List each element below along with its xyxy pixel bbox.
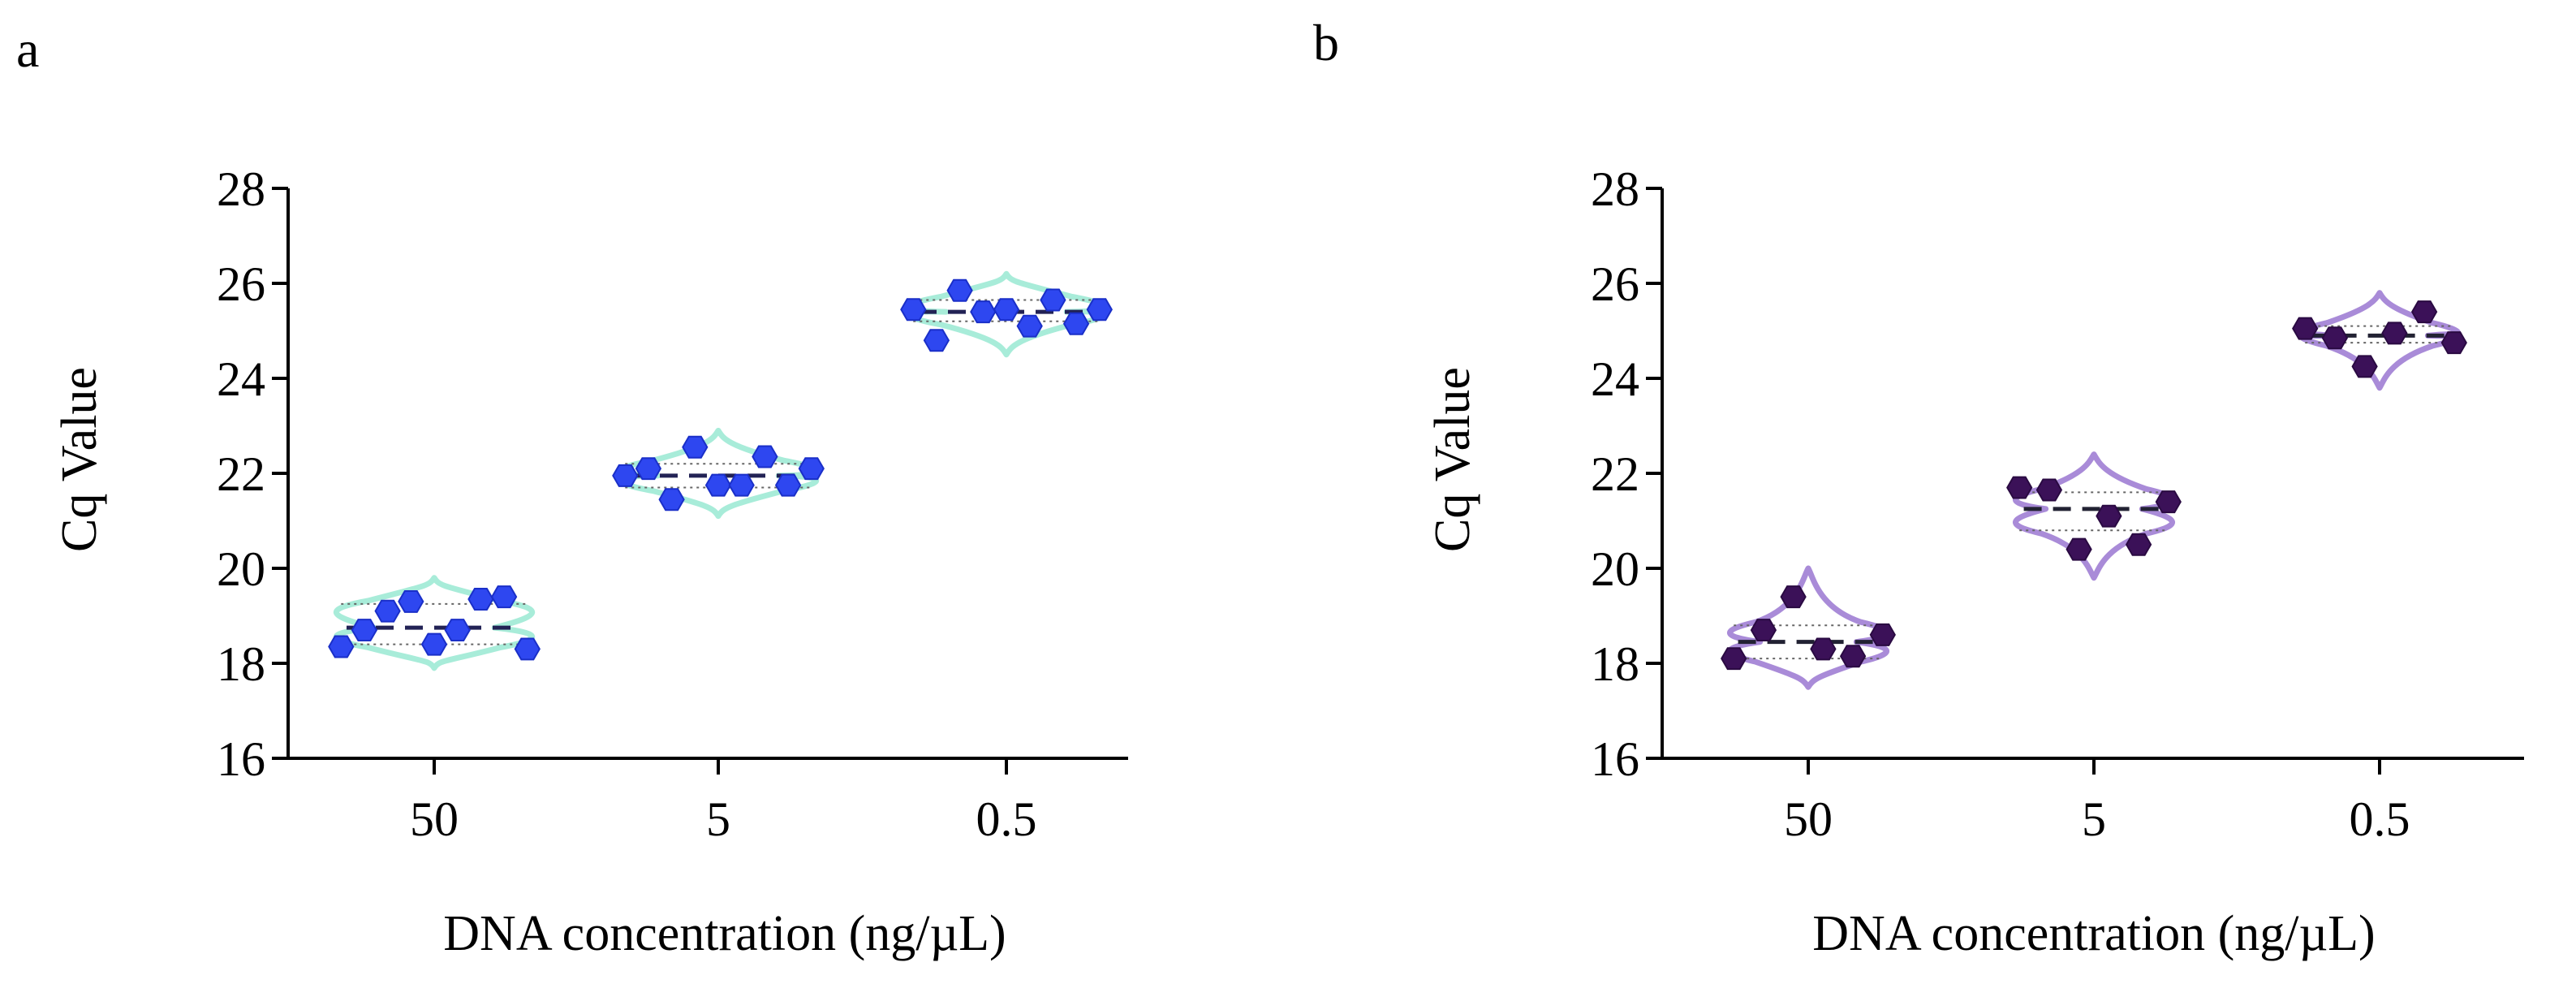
data-point <box>1721 647 1747 671</box>
x-tick-label: 5 <box>706 792 730 846</box>
data-point <box>2096 504 2122 528</box>
y-tick-label: 20 <box>1591 542 1639 596</box>
data-point <box>612 464 639 487</box>
data-point <box>752 445 778 468</box>
data-point <box>704 473 732 497</box>
data-point <box>2006 476 2033 499</box>
data-point <box>2321 326 2349 350</box>
data-point <box>420 632 448 656</box>
panel-label-b: b <box>1313 14 1339 71</box>
x-tick-label: 50 <box>410 792 459 846</box>
data-point <box>374 599 401 623</box>
violin-outline <box>333 575 536 671</box>
data-point <box>2381 322 2408 345</box>
data-point <box>1810 637 1837 661</box>
panel-b: b Cq Value DNA concentration (ng/µL) 16 1… <box>1313 14 2524 961</box>
data-point <box>467 588 494 611</box>
y-tick-label: 18 <box>217 637 265 691</box>
y-axis-title-a: Cq Value <box>52 367 107 552</box>
data-point <box>658 488 685 511</box>
y-tick-label: 16 <box>217 732 265 786</box>
data-point <box>2066 537 2092 561</box>
data-point <box>514 637 541 661</box>
data-point <box>2292 317 2319 340</box>
data-point <box>2125 533 2152 556</box>
y-tick-label: 24 <box>217 352 265 406</box>
data-point <box>798 457 825 481</box>
y-tick-label: 28 <box>1591 162 1639 216</box>
data-point <box>635 457 662 481</box>
y-tick-label: 16 <box>1591 732 1639 786</box>
data-point <box>1086 298 1113 322</box>
data-point <box>1040 288 1066 312</box>
x-tick-label: 50 <box>1784 792 1833 846</box>
data-point <box>1839 645 1867 668</box>
x-tick-label: 5 <box>2082 792 2106 846</box>
data-point <box>2351 355 2378 378</box>
data-point <box>1780 585 1807 609</box>
y-tick-label: 20 <box>217 542 265 596</box>
data-point <box>1869 623 1896 646</box>
data-point <box>682 435 709 459</box>
data-point <box>2410 300 2438 324</box>
y-tick-label: 22 <box>1591 447 1639 501</box>
data-point <box>2155 490 2182 514</box>
y-tick-label: 22 <box>217 447 265 501</box>
x-axis-title-a: DNA concentration (ng/µL) <box>443 906 1006 961</box>
data-point <box>444 619 471 641</box>
data-point <box>993 298 1020 322</box>
y-tick-label: 26 <box>1591 257 1639 311</box>
y-axis-title-b: Cq Value <box>1425 367 1480 552</box>
panel-label-a: a <box>16 20 39 78</box>
data-point <box>900 298 927 322</box>
data-point <box>2440 331 2467 355</box>
data-point <box>490 585 518 609</box>
x-axis-title-b: DNA concentration (ng/µL) <box>1812 906 2375 961</box>
panel-a: a Cq Value DNA concentration (ng/µL) 16 1… <box>16 20 1128 961</box>
data-point <box>2035 478 2063 502</box>
x-tick-label: 0.5 <box>2350 792 2410 846</box>
y-tick-label: 28 <box>217 162 265 216</box>
y-tick-label: 24 <box>1591 352 1639 406</box>
data-point <box>923 329 950 352</box>
data-point <box>946 278 973 302</box>
data-point <box>1750 619 1777 641</box>
y-tick-label: 18 <box>1591 637 1639 691</box>
data-point <box>1016 314 1043 338</box>
y-tick-label: 26 <box>217 257 265 311</box>
data-point <box>351 619 378 641</box>
data-point <box>328 635 355 658</box>
data-point <box>728 473 755 497</box>
x-tick-label: 0.5 <box>976 792 1037 846</box>
data-point <box>398 590 424 613</box>
data-point <box>970 300 997 324</box>
data-point <box>1062 312 1090 335</box>
violin-outline <box>2013 451 2175 581</box>
data-point <box>774 473 802 497</box>
